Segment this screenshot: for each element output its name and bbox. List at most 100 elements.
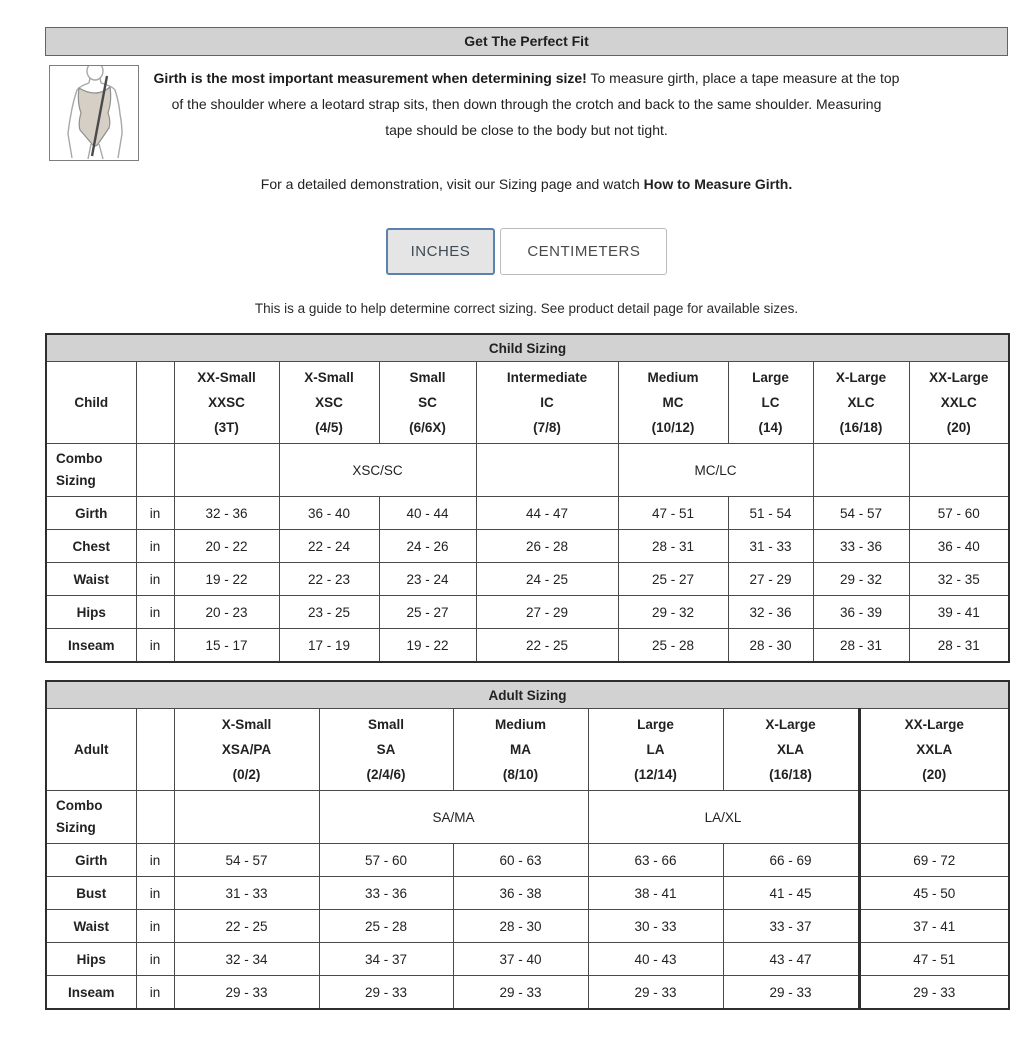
girth-instructions-line: of the shoulder where a leotard strap si… — [45, 91, 1008, 117]
measurement-row-label: Chest — [45, 529, 137, 563]
child-combo-cell — [173, 443, 280, 497]
adult-size-header-SA: Small SA (2/4/6) — [318, 708, 454, 791]
adult-corner-label: Adult — [45, 708, 137, 791]
measurement-value-cell: 25 - 28 — [617, 628, 729, 663]
measurement-value-cell: 69 - 72 — [857, 843, 1010, 877]
measurement-value-cell: 36 - 39 — [812, 595, 910, 629]
measurement-value-cell: 29 - 33 — [857, 975, 1010, 1010]
measurement-value-cell: 31 - 33 — [173, 876, 320, 910]
measurement-value-cell: 23 - 24 — [378, 562, 477, 596]
measurement-value-cell: 37 - 40 — [452, 942, 589, 976]
size-name: X-Large — [835, 370, 887, 385]
measurement-value-cell: 40 - 44 — [378, 496, 477, 530]
girth-instructions-line: Girth is the most important measurement … — [45, 65, 1008, 91]
measurement-value-cell: 28 - 31 — [812, 628, 910, 663]
measurement-value-cell: 36 - 40 — [278, 496, 380, 530]
size-number-range: (4/5) — [315, 420, 343, 435]
measurement-value-cell: 54 - 57 — [812, 496, 910, 530]
measurement-value-cell: 19 - 22 — [173, 562, 280, 596]
size-code: XSA/PA — [221, 742, 272, 757]
unit-cell: in — [135, 843, 175, 877]
child-combo-cell-XSCSC: XSC/SC — [278, 443, 477, 497]
child-combo-row: Combo Sizing XSC/SC MC/LC — [45, 443, 1010, 497]
measurement-value-cell: 51 - 54 — [727, 496, 814, 530]
girth-instructions-line: tape should be close to the body but not… — [45, 117, 1008, 143]
size-number-range: (10/12) — [651, 420, 695, 435]
measurement-value-cell: 44 - 47 — [475, 496, 619, 530]
child-row-girth: Girth in 32 - 36 36 - 40 40 - 44 44 - 47 47 - … — [45, 496, 1010, 530]
child-sizing-table: Child Sizing Child XX-Small XXSC (3T) X-Small… — [45, 333, 1010, 663]
child-size-header-SC: Small SC (6/6X) — [378, 361, 477, 444]
measurement-value-cell: 40 - 43 — [587, 942, 724, 976]
measurement-value-cell: 33 - 36 — [318, 876, 454, 910]
size-number-range: (2/4/6) — [366, 767, 406, 782]
sizing-tables: Child Sizing Child XX-Small XXSC (3T) X-Small… — [45, 333, 1010, 1010]
measurement-row-label: Inseam — [45, 975, 137, 1010]
adult-size-header-MA: Medium MA (8/10) — [452, 708, 589, 791]
measurement-value-cell: 27 - 29 — [475, 595, 619, 629]
size-code: MC — [662, 395, 684, 410]
size-number-range: (20) — [922, 767, 947, 782]
leotard-diagram — [49, 65, 139, 161]
unit-cell: in — [135, 529, 175, 563]
measurement-row-label: Girth — [45, 496, 137, 530]
child-row-waist: Waist in 19 - 22 22 - 23 23 - 24 24 - 25 25 - … — [45, 562, 1010, 596]
size-name: X-Large — [765, 717, 816, 732]
adult-sizing-table: Adult Sizing Adult X-Small XSA/PA (0/2) Small… — [45, 680, 1010, 1010]
measurement-row-label: Bust — [45, 876, 137, 910]
measurement-value-cell: 63 - 66 — [587, 843, 724, 877]
demo-instruction: For a detailed demonstration, visit our … — [45, 176, 1008, 192]
measurement-value-cell: 32 - 34 — [173, 942, 320, 976]
size-name: XX-Large — [929, 370, 989, 385]
adult-row-bust: Bust in 31 - 33 33 - 36 36 - 38 38 - 41 41 - 4… — [45, 876, 1010, 910]
size-number-range: (0/2) — [232, 767, 261, 782]
measurement-value-cell: 31 - 33 — [727, 529, 814, 563]
measurement-value-cell: 29 - 33 — [318, 975, 454, 1010]
measurement-value-cell: 45 - 50 — [857, 876, 1010, 910]
sizing-note-text: This is a guide to help determine correc… — [254, 301, 799, 316]
measurement-value-cell: 22 - 24 — [278, 529, 380, 563]
measurement-value-cell: 28 - 31 — [908, 628, 1010, 663]
measurement-value-cell: 29 - 32 — [617, 595, 729, 629]
measurement-value-cell: 22 - 25 — [173, 909, 320, 943]
measurement-value-cell: 24 - 26 — [378, 529, 477, 563]
child-size-header-XXLC: XX-Large XXLC (20) — [908, 361, 1010, 444]
child-combo-cell — [908, 443, 1010, 497]
child-size-header-MC: Medium MC (10/12) — [617, 361, 729, 444]
measurement-value-cell: 47 - 51 — [617, 496, 729, 530]
combo-label-line: Sizing — [56, 820, 96, 835]
inches-button[interactable]: INCHES — [385, 228, 496, 275]
size-name: Large — [752, 370, 789, 385]
measurement-value-cell: 29 - 33 — [722, 975, 860, 1010]
child-size-header-row: Child XX-Small XXSC (3T) X-Small XSC (4/5) Smal… — [45, 361, 1010, 444]
child-size-header-XSC: X-Small XSC (4/5) — [278, 361, 380, 444]
measurement-value-cell: 57 - 60 — [908, 496, 1010, 530]
measurement-value-cell: 36 - 38 — [452, 876, 589, 910]
adult-combo-unit-cell — [135, 790, 175, 844]
size-code: LC — [761, 395, 780, 410]
size-name: Small — [367, 717, 405, 732]
measurement-value-cell: 29 - 32 — [812, 562, 910, 596]
unit-toggle: INCHES CENTIMETERS — [45, 228, 1008, 276]
child-table-title: Child Sizing — [45, 333, 1010, 362]
size-code: IC — [540, 395, 554, 410]
measurement-value-cell: 25 - 27 — [617, 562, 729, 596]
measurement-value-cell: 41 - 45 — [722, 876, 860, 910]
adult-combo-cell — [857, 790, 1010, 844]
adult-row-girth: Girth in 54 - 57 57 - 60 60 - 63 63 - 66 66 - … — [45, 843, 1010, 877]
centimeters-button[interactable]: CENTIMETERS — [500, 228, 668, 275]
size-code: MA — [510, 742, 531, 757]
adult-size-header-XSA/PA: X-Small XSA/PA (0/2) — [173, 708, 320, 791]
size-number-range: (12/14) — [634, 767, 677, 782]
measurement-value-cell: 29 - 33 — [587, 975, 724, 1010]
size-number-range: (8/10) — [502, 767, 539, 782]
child-combo-label: Combo Sizing — [45, 443, 137, 497]
size-name: Medium — [647, 370, 699, 385]
leotard-figure-icon — [67, 66, 123, 160]
size-number-range: (6/6X) — [409, 420, 446, 435]
size-code: SC — [418, 395, 437, 410]
measurement-value-cell: 39 - 41 — [908, 595, 1010, 629]
adult-row-inseam: Inseam in 29 - 33 29 - 33 29 - 33 29 - 33 29 -… — [45, 975, 1010, 1010]
size-code: XSC — [315, 395, 343, 410]
measurement-value-cell: 47 - 51 — [857, 942, 1010, 976]
